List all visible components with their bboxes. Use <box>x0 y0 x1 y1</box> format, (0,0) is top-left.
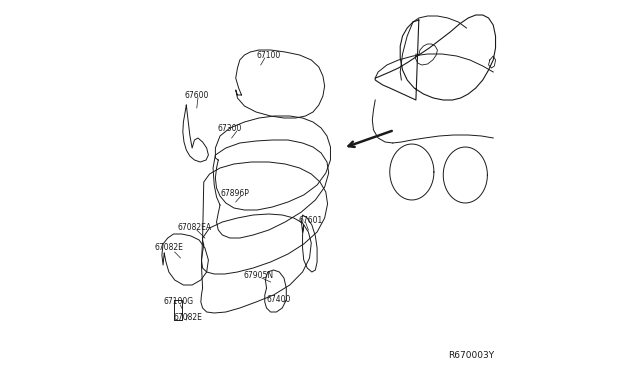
Text: 67400: 67400 <box>266 295 291 305</box>
Text: 67600: 67600 <box>184 90 209 99</box>
Text: R670003Y: R670003Y <box>448 350 494 359</box>
Text: 67082E: 67082E <box>173 314 202 323</box>
Text: 67300: 67300 <box>217 124 241 132</box>
Text: 67100: 67100 <box>256 51 280 60</box>
Text: 67100G: 67100G <box>163 298 193 307</box>
Text: 67896P: 67896P <box>220 189 249 198</box>
Text: 67082E: 67082E <box>154 244 183 253</box>
Text: 67601: 67601 <box>298 215 323 224</box>
Text: 67082EA: 67082EA <box>177 222 212 231</box>
Text: 67905N: 67905N <box>243 270 273 279</box>
